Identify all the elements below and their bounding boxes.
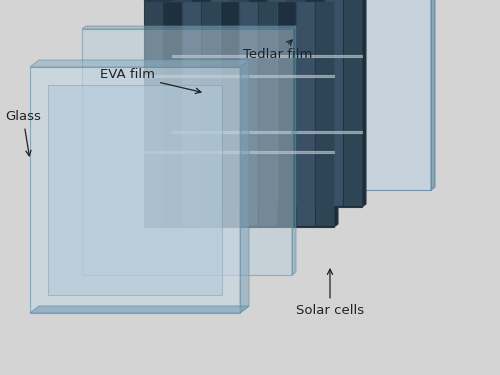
Polygon shape xyxy=(82,29,292,275)
Polygon shape xyxy=(248,0,266,206)
Polygon shape xyxy=(48,85,222,295)
Polygon shape xyxy=(210,0,228,206)
Polygon shape xyxy=(144,2,162,226)
Polygon shape xyxy=(202,2,220,226)
Polygon shape xyxy=(258,2,276,226)
Polygon shape xyxy=(144,1,334,227)
Polygon shape xyxy=(292,26,296,275)
Polygon shape xyxy=(240,60,249,313)
Polygon shape xyxy=(278,2,295,226)
Polygon shape xyxy=(164,2,182,226)
Polygon shape xyxy=(172,0,362,207)
Polygon shape xyxy=(172,131,362,134)
Polygon shape xyxy=(324,0,342,206)
Polygon shape xyxy=(30,306,249,313)
Text: Solar cells: Solar cells xyxy=(296,269,364,316)
Polygon shape xyxy=(306,0,324,206)
Polygon shape xyxy=(316,2,334,226)
Polygon shape xyxy=(172,0,190,206)
Polygon shape xyxy=(220,2,238,226)
Polygon shape xyxy=(230,0,248,206)
Polygon shape xyxy=(144,75,334,76)
Polygon shape xyxy=(296,2,314,226)
Polygon shape xyxy=(30,60,249,67)
Polygon shape xyxy=(144,152,334,153)
Polygon shape xyxy=(192,0,210,206)
Polygon shape xyxy=(240,2,258,226)
Polygon shape xyxy=(344,0,361,206)
Polygon shape xyxy=(172,55,362,57)
Polygon shape xyxy=(362,0,366,207)
Polygon shape xyxy=(30,67,240,313)
Polygon shape xyxy=(201,0,431,190)
Polygon shape xyxy=(182,2,200,226)
Polygon shape xyxy=(431,0,435,190)
Polygon shape xyxy=(268,0,285,206)
Polygon shape xyxy=(82,26,296,29)
Polygon shape xyxy=(334,0,338,227)
Text: EVA film: EVA film xyxy=(100,69,201,93)
Polygon shape xyxy=(286,0,304,206)
Text: Tedlar film: Tedlar film xyxy=(243,40,312,62)
Polygon shape xyxy=(144,0,338,1)
Text: Glass: Glass xyxy=(5,111,41,156)
